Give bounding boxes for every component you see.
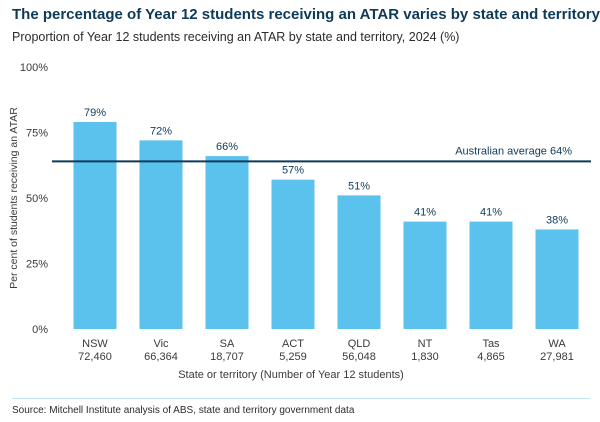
- x-tick-label: QLD: [348, 338, 371, 350]
- bar-qld: [337, 195, 381, 329]
- bar-vic: [139, 140, 183, 329]
- x-tick-label: Vic: [153, 338, 169, 350]
- data-label: 57%: [282, 165, 304, 177]
- x-tick-sublabel: 66,364: [144, 351, 178, 363]
- x-tick-sublabel: 72,460: [78, 351, 112, 363]
- x-tick-label: SA: [220, 338, 235, 350]
- bar-act: [271, 179, 315, 329]
- x-tick-sublabel: 56,048: [342, 351, 376, 363]
- y-tick-label: 25%: [26, 259, 48, 271]
- x-tick-sublabel: 4,865: [477, 351, 505, 363]
- data-label: 79%: [84, 107, 106, 119]
- x-tick-sublabel: 18,707: [210, 351, 244, 363]
- x-tick-label: WA: [548, 338, 566, 350]
- bar-sa: [205, 156, 249, 329]
- bar-nt: [403, 221, 447, 329]
- x-tick-label: NT: [418, 338, 433, 350]
- bar-nsw: [73, 122, 117, 330]
- y-axis-title: Per cent of students receiving an ATAR: [8, 107, 20, 289]
- x-tick-label: ACT: [282, 338, 304, 350]
- x-tick-sublabel: 5,259: [279, 351, 307, 363]
- x-axis-title: State or territory (Number of Year 12 st…: [178, 369, 404, 381]
- x-tick-sublabel: 27,981: [540, 351, 574, 363]
- chart-subtitle: Proportion of Year 12 students receiving…: [12, 30, 460, 44]
- divider: [12, 398, 590, 399]
- source-note: Source: Mitchell Institute analysis of A…: [12, 405, 355, 416]
- data-label: 72%: [150, 125, 172, 137]
- chart-title: The percentage of Year 12 students recei…: [12, 6, 600, 23]
- x-tick-sublabel: 1,830: [411, 351, 439, 363]
- y-tick-label: 75%: [26, 128, 48, 140]
- data-label: 41%: [414, 207, 436, 219]
- data-label: 41%: [480, 207, 502, 219]
- x-tick-label: NSW: [82, 338, 108, 350]
- data-label: 38%: [546, 214, 568, 226]
- x-tick-label: Tas: [482, 338, 500, 350]
- data-label: 51%: [348, 180, 370, 192]
- y-tick-label: 50%: [26, 193, 48, 205]
- data-label: 66%: [216, 141, 238, 153]
- y-axis: 0% 25% 50% 75% 100% Per cent of students rece…: [8, 62, 48, 336]
- reference-line-group: Australian average 64%: [52, 145, 591, 163]
- bar-chart: 0% 25% 50% 75% 100% Per cent of students rece…: [8, 62, 591, 381]
- bars: 79% 72% 66% 57% 51% 41% 41% 38%: [73, 107, 579, 330]
- bar-wa: [535, 229, 579, 329]
- y-tick-label: 0%: [32, 324, 48, 336]
- y-tick-label: 100%: [20, 62, 48, 74]
- bar-tas: [469, 221, 513, 329]
- average-line-label: Australian average 64%: [455, 145, 572, 157]
